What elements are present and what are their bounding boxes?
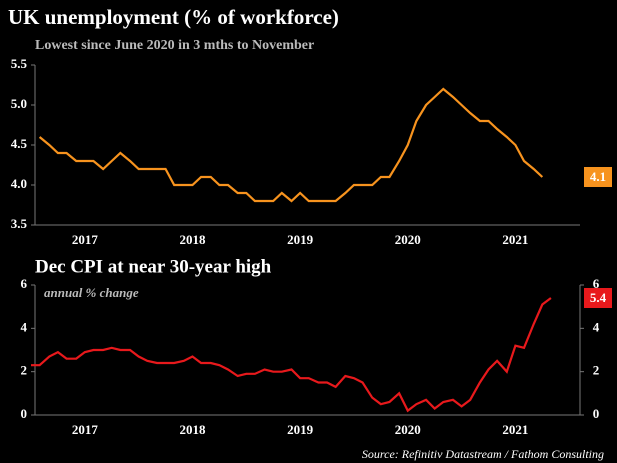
y2-tick-label: 4 [593, 319, 600, 334]
chart-title: UK unemployment (% of workforce) [8, 5, 339, 29]
value-label-box [584, 167, 612, 187]
y-tick-label: 2 [21, 363, 28, 378]
y2-tick-label: 2 [593, 363, 600, 378]
y-tick-label: 4 [21, 319, 28, 334]
y-tick-label: 4.0 [11, 176, 27, 191]
value-label: 4.1 [590, 169, 606, 184]
x-tick-label: 2018 [179, 232, 206, 247]
y2-tick-label: 6 [593, 276, 600, 291]
line [38, 87, 544, 203]
chart-subtitle: Lowest since June 2020 in 3 mths to Nove… [35, 38, 314, 53]
y2-tick-label: 0 [593, 406, 600, 421]
x-tick-label: 2017 [72, 232, 99, 247]
x-tick-label: 2020 [395, 422, 421, 437]
y-tick-label: 6 [21, 276, 28, 291]
y-tick-label: 4.5 [11, 136, 28, 151]
value-label: 5.4 [590, 290, 607, 305]
chart-title: Dec CPI at near 30-year high [35, 256, 272, 277]
x-tick-label: 2019 [287, 232, 314, 247]
x-tick-label: 2017 [72, 422, 99, 437]
line [31, 297, 552, 413]
y-tick-label: 3.5 [11, 216, 28, 231]
y-tick-label: 5.0 [11, 96, 27, 111]
value-label-box [584, 288, 612, 308]
x-tick-label: 2021 [502, 232, 528, 247]
annotation: annual % change [44, 285, 139, 300]
y-tick-label: 5.5 [11, 56, 28, 71]
x-tick-label: 2020 [395, 232, 421, 247]
x-tick-label: 2021 [502, 422, 528, 437]
y-tick-label: 0 [21, 406, 28, 421]
source: Source: Refinitiv Datastream / Fathom Co… [362, 447, 604, 461]
x-tick-label: 2019 [287, 422, 314, 437]
x-tick-label: 2018 [179, 422, 206, 437]
